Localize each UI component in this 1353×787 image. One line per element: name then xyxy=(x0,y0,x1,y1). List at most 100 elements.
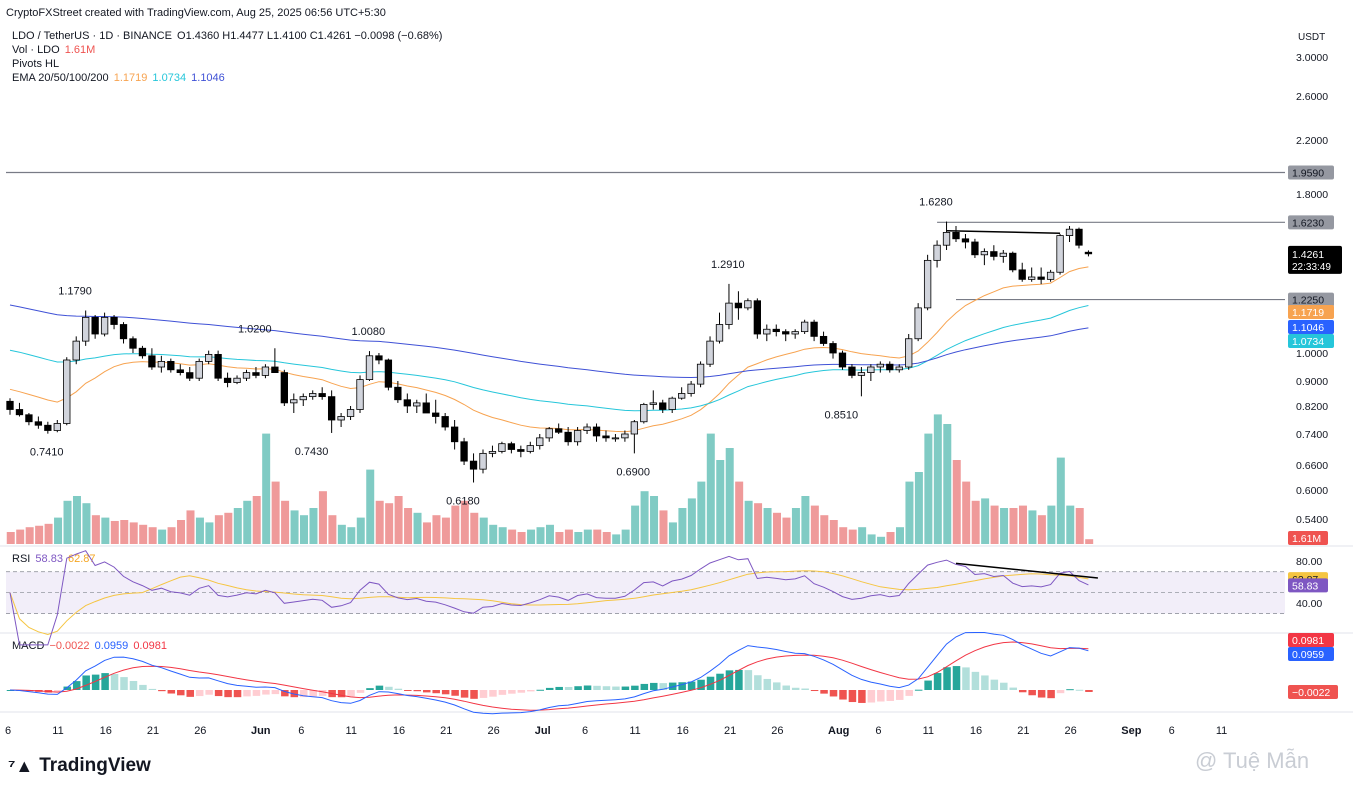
candle xyxy=(261,364,270,379)
volume-bar xyxy=(25,527,34,544)
macd-histogram-bar xyxy=(659,683,667,690)
ema-legend[interactable]: EMA 20/50/100/200 1.1719 1.0734 1.1046 xyxy=(12,72,225,84)
candle xyxy=(602,430,610,442)
volume-bar xyxy=(555,532,564,544)
candle xyxy=(829,341,837,359)
time-tick-label: 26 xyxy=(487,725,499,737)
level-badge-label: 1.2250 xyxy=(1292,295,1324,307)
candle-body xyxy=(952,231,960,240)
macd-histogram-bar xyxy=(933,673,942,690)
candle-body xyxy=(1046,271,1055,280)
candle xyxy=(980,248,989,266)
macd-legend[interactable]: MACD −0.0022 0.0959 0.0981 xyxy=(12,640,167,652)
price-tick-label: 2.2000 xyxy=(1296,135,1328,147)
macd-histogram-bar xyxy=(839,690,847,700)
candle-body xyxy=(895,366,903,371)
candle-body xyxy=(763,328,771,335)
candle xyxy=(583,423,591,434)
tradingview-logo[interactable]: ⁷▲ TradingView xyxy=(8,755,151,777)
time-tick-label: 16 xyxy=(970,725,982,737)
volume-bar xyxy=(763,508,772,544)
volume-bar xyxy=(110,520,119,544)
candle-body xyxy=(933,244,941,261)
volume-label[interactable]: Vol · LDO xyxy=(12,44,60,56)
candle-body xyxy=(479,452,487,470)
time-tick-label: Jul xyxy=(535,725,551,737)
candle xyxy=(886,361,894,373)
volume-bar xyxy=(527,529,536,544)
volume-bar xyxy=(1000,508,1009,544)
volume-bar xyxy=(271,481,280,544)
candle-body xyxy=(1056,235,1064,273)
candle xyxy=(838,350,847,370)
macd-histogram-bar xyxy=(924,680,932,690)
macd-histogram-bar xyxy=(413,690,422,692)
volume-bar xyxy=(309,508,318,544)
candle-body xyxy=(848,366,856,376)
rsi-legend[interactable]: RSI 58.83 62.87 xyxy=(12,553,96,565)
macd-histogram-bar xyxy=(668,682,677,690)
macd-histogram-bar xyxy=(233,690,242,698)
volume-bar xyxy=(432,515,441,544)
candle xyxy=(138,345,147,359)
candle xyxy=(763,324,771,342)
volume-bar xyxy=(214,515,223,544)
macd-histogram-bar xyxy=(63,686,72,690)
candle-body xyxy=(923,259,932,309)
volume-bar xyxy=(943,424,952,544)
macd-histogram-bar xyxy=(650,682,658,690)
rsi-divergence-line xyxy=(955,562,1098,579)
candle xyxy=(100,312,109,337)
candle-body xyxy=(365,355,374,380)
candle xyxy=(630,420,639,454)
symbol-legend: LDO / TetherUS · 1D · BINANCE O1.4360 H1… xyxy=(12,30,442,42)
candle xyxy=(800,319,809,334)
candle-body xyxy=(299,396,307,401)
volume-bar xyxy=(791,508,800,544)
candle xyxy=(678,387,686,400)
candle-body xyxy=(696,363,705,385)
volume-bar xyxy=(300,515,309,544)
ema100-value: 1.1046 xyxy=(191,72,225,84)
volume-bar xyxy=(1085,539,1094,544)
price-tick-label: 3.0000 xyxy=(1296,52,1328,64)
candle xyxy=(91,315,99,339)
candle-body xyxy=(290,399,298,404)
candle xyxy=(659,399,667,413)
candle xyxy=(725,283,733,330)
macd-histogram-bar xyxy=(54,690,62,693)
macd-histogram-bar xyxy=(498,690,507,695)
candle xyxy=(233,375,241,385)
candle-body xyxy=(422,402,430,414)
volume-bar xyxy=(801,496,810,544)
macd-histogram-bar xyxy=(470,690,478,699)
candle xyxy=(772,324,780,337)
volume-badge-label: 1.61M xyxy=(1292,533,1321,545)
volume-bar xyxy=(564,529,573,544)
macd-histogram-bar xyxy=(593,685,601,690)
candle-body xyxy=(867,366,875,373)
macd-histogram-bar xyxy=(375,685,384,690)
rsi-line xyxy=(9,550,1089,646)
candle-body xyxy=(800,321,809,333)
volume-bar xyxy=(148,527,157,544)
macd-histogram-bar xyxy=(243,690,251,697)
pivots-legend[interactable]: Pivots HL xyxy=(12,58,59,70)
volume-bar xyxy=(545,524,554,544)
macd-histogram-bar xyxy=(460,690,469,698)
volume-bar xyxy=(536,527,545,544)
candle xyxy=(157,355,166,373)
volume-bar xyxy=(413,512,422,544)
candle-body xyxy=(507,443,516,450)
volume-bar xyxy=(441,517,450,544)
candle-body xyxy=(1037,276,1045,280)
time-tick-label: 11 xyxy=(1216,725,1227,737)
volume-bar xyxy=(1075,508,1084,544)
macd-histogram-bar xyxy=(621,686,630,690)
candle xyxy=(25,413,33,426)
symbol-label[interactable]: LDO / TetherUS · 1D · BINANCE xyxy=(12,30,172,42)
volume-bar xyxy=(337,524,346,544)
candle-body xyxy=(602,435,610,439)
candle-body xyxy=(110,316,118,325)
